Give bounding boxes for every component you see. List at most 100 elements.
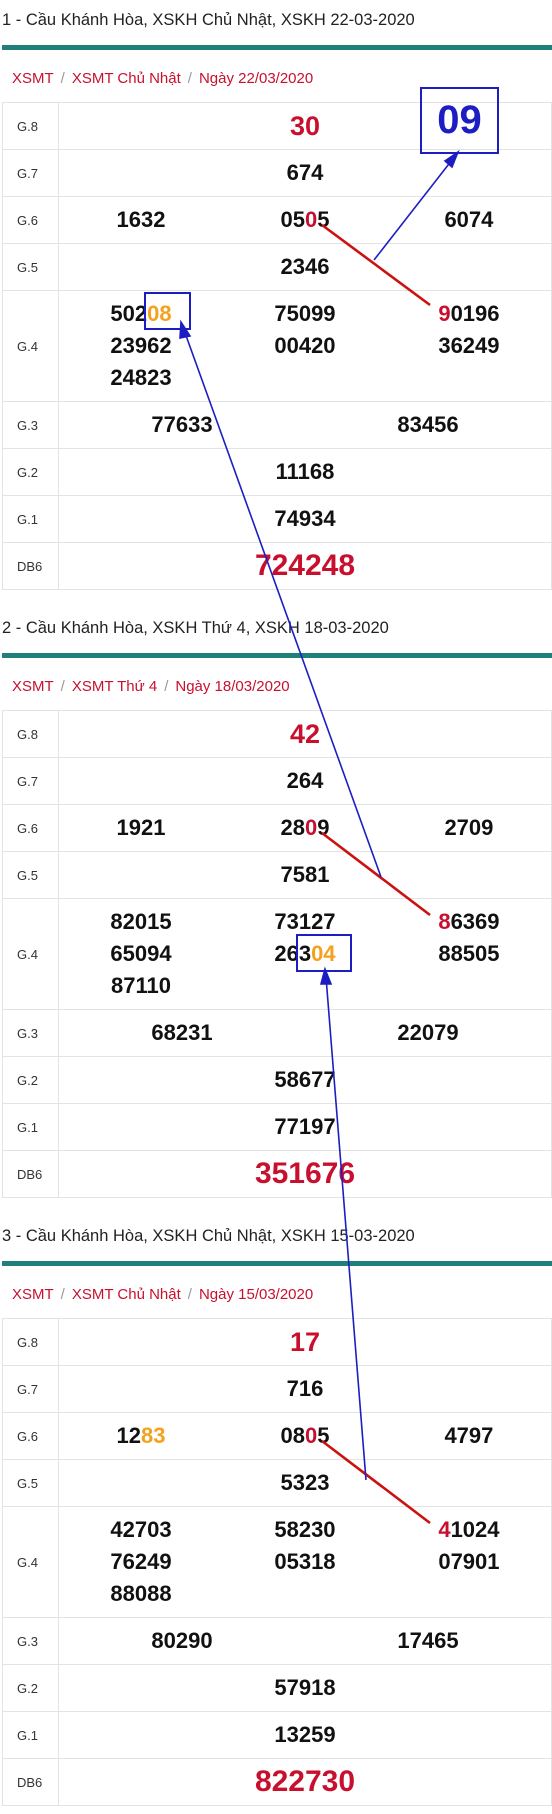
prize-label: G.8	[2, 710, 59, 758]
breadcrumb-xsmt[interactable]: XSMT	[12, 678, 54, 695]
prize-value-g3: 77633 83456	[58, 401, 552, 449]
prize-label: G.3	[2, 401, 59, 449]
prize-row-g5: G.5 2346	[2, 243, 552, 291]
highlight-box	[296, 934, 352, 972]
prize-row-special: DB6 351676	[2, 1150, 552, 1198]
prize-row-g2: G.2 57918	[2, 1664, 552, 1712]
prize-value-special: 724248	[58, 542, 552, 590]
prize-number: 2709	[444, 815, 494, 840]
prize-row-g3: G.3 77633 83456	[2, 401, 552, 449]
prize-label: G.6	[2, 1412, 59, 1460]
breadcrumb-xsmt[interactable]: XSMT	[12, 1286, 54, 1303]
prize-row-g5: G.5 7581	[2, 851, 552, 899]
breadcrumb-separator: /	[187, 1286, 192, 1303]
prize-label: G.2	[2, 1664, 59, 1712]
prize-value-g1: 74934	[58, 495, 552, 543]
section-divider	[2, 1261, 552, 1266]
prize-number: 1921	[116, 815, 166, 840]
highlighted-digits: 0	[304, 815, 318, 840]
prize-row-g6: G.6 1632 0505 6074	[2, 196, 552, 244]
prize-number: 4797	[444, 1423, 494, 1448]
prize-number: 73127	[274, 909, 336, 934]
breadcrumb-date[interactable]: Ngày 15/03/2020	[198, 1286, 314, 1303]
breadcrumb-day[interactable]: XSMT Thứ 4	[71, 678, 158, 695]
prize-label: G.5	[2, 1459, 59, 1507]
g4-column-3: 86369 88505	[387, 908, 551, 968]
prize-value-g4: 42703 76249 88088 58230 05318 41024 07901	[58, 1506, 552, 1618]
highlighted-digits: 0	[304, 207, 318, 232]
prize-value-g8: 17	[58, 1318, 552, 1366]
prize-value-g6: 1921 2809 2709	[58, 804, 552, 852]
prize-number: 23962	[110, 333, 172, 358]
section-divider	[2, 45, 552, 50]
section-title: 3 - Cầu Khánh Hòa, XSKH Chủ Nhật, XSKH 1…	[2, 1227, 415, 1245]
prize-label: G.1	[2, 1103, 59, 1151]
prize-number: 90196	[438, 301, 500, 326]
prize-row-g7: G.7 716	[2, 1365, 552, 1413]
breadcrumb-day[interactable]: XSMT Chủ Nhật	[71, 70, 181, 87]
prize-value-special: 822730	[58, 1758, 552, 1806]
g4-column-2: 73127 26304	[223, 908, 387, 968]
prize-row-g1: G.1 77197	[2, 1103, 552, 1151]
g4-column-2: 58230 05318	[223, 1516, 387, 1576]
prize-row-g4: G.4 50208 23962 24823 75099 00420 90196 3624…	[2, 290, 552, 402]
breadcrumb-separator: /	[60, 1286, 65, 1303]
results-table: G.8 42 G.7 264 G.6 1921 2809 2709 G.5	[2, 710, 552, 1198]
prize-label: G.6	[2, 196, 59, 244]
prize-number: 80290	[151, 1628, 213, 1653]
prize-label: G.4	[2, 898, 59, 1010]
prize-value-g5: 5323	[58, 1459, 552, 1507]
prize-number: 42703	[110, 1517, 172, 1542]
prize-label: G.2	[2, 448, 59, 496]
prize-label: G.1	[2, 495, 59, 543]
prize-value-g7: 674	[58, 149, 552, 197]
prize-number: 17465	[397, 1628, 459, 1653]
prize-row-g2: G.2 11168	[2, 448, 552, 496]
prize-row-g4: G.4 82015 65094 87110 73127 26304 86369 8850…	[2, 898, 552, 1010]
breadcrumb-separator: /	[60, 70, 65, 87]
prize-label: G.2	[2, 1056, 59, 1104]
prize-row-g5: G.5 5323	[2, 1459, 552, 1507]
prize-row-g6: G.6 1283 0805 4797	[2, 1412, 552, 1460]
section-divider	[2, 653, 552, 658]
g4-column-1: 82015 65094 87110	[59, 908, 223, 1000]
prize-number: 87110	[111, 973, 171, 998]
prize-value-special: 351676	[58, 1150, 552, 1198]
prize-value-g2: 58677	[58, 1056, 552, 1104]
prize-number: 05318	[274, 1549, 336, 1574]
prize-row-g8: G.8 30	[2, 102, 552, 150]
prize-number: 77633	[151, 412, 213, 437]
prize-label: G.4	[2, 290, 59, 402]
prize-value-g2: 57918	[58, 1664, 552, 1712]
prize-row-g7: G.7 674	[2, 149, 552, 197]
g4-column-3: 41024 07901	[387, 1516, 551, 1576]
prize-label: G.5	[2, 851, 59, 899]
prize-value-g4: 82015 65094 87110 73127 26304 86369 88505	[58, 898, 552, 1010]
prize-number: 36249	[438, 333, 500, 358]
breadcrumb-date[interactable]: Ngày 18/03/2020	[175, 678, 290, 695]
breadcrumb-xsmt[interactable]: XSMT	[12, 70, 54, 87]
prize-label: G.4	[2, 1506, 59, 1618]
prize-number: 1632	[116, 207, 166, 232]
prize-value-g4: 50208 23962 24823 75099 00420 90196 36249	[58, 290, 552, 402]
prize-row-special: DB6 724248	[2, 542, 552, 590]
prize-number: 76249	[110, 1549, 172, 1574]
breadcrumb: XSMT / XSMT Chủ Nhật / Ngày 15/03/2020	[2, 1270, 552, 1318]
prize-number: 24823	[110, 365, 172, 390]
highlight-box	[144, 292, 191, 330]
prize-number: 0505	[280, 207, 330, 232]
prize-label: G.6	[2, 804, 59, 852]
highlighted-digits: 4	[438, 1517, 451, 1542]
prize-number: 6074	[444, 207, 494, 232]
prize-label: G.3	[2, 1617, 59, 1665]
prize-label: G.8	[2, 1318, 59, 1366]
g4-column-3: 90196 36249	[387, 300, 551, 360]
section-title: 1 - Cầu Khánh Hòa, XSKH Chủ Nhật, XSKH 2…	[2, 11, 415, 29]
prize-label: DB6	[2, 542, 59, 590]
prize-label: G.3	[2, 1009, 59, 1057]
prize-label: G.8	[2, 102, 59, 150]
breadcrumb-date[interactable]: Ngày 22/03/2020	[198, 70, 314, 87]
highlighted-digits: 0	[304, 1423, 318, 1448]
prize-number: 83456	[397, 412, 459, 437]
breadcrumb-day[interactable]: XSMT Chủ Nhật	[71, 1286, 181, 1303]
